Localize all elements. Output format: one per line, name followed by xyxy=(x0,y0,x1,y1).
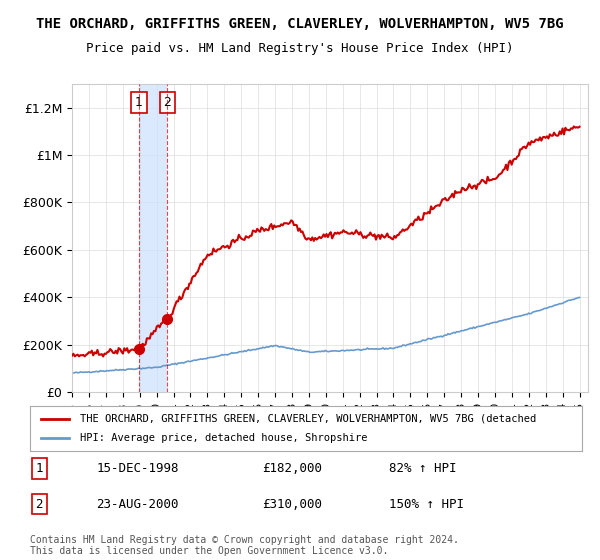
Text: 82% ↑ HPI: 82% ↑ HPI xyxy=(389,462,457,475)
Text: 1: 1 xyxy=(135,96,143,109)
Text: Contains HM Land Registry data © Crown copyright and database right 2024.
This d: Contains HM Land Registry data © Crown c… xyxy=(30,535,459,557)
Text: £182,000: £182,000 xyxy=(262,462,322,475)
Text: £310,000: £310,000 xyxy=(262,497,322,511)
Text: 15-DEC-1998: 15-DEC-1998 xyxy=(96,462,179,475)
Text: 2: 2 xyxy=(35,497,43,511)
Text: Price paid vs. HM Land Registry's House Price Index (HPI): Price paid vs. HM Land Registry's House … xyxy=(86,42,514,55)
Text: 2: 2 xyxy=(163,96,172,109)
Text: 1: 1 xyxy=(35,462,43,475)
Text: THE ORCHARD, GRIFFITHS GREEN, CLAVERLEY, WOLVERHAMPTON, WV5 7BG: THE ORCHARD, GRIFFITHS GREEN, CLAVERLEY,… xyxy=(36,17,564,31)
Bar xyxy=(139,84,167,392)
Text: HPI: Average price, detached house, Shropshire: HPI: Average price, detached house, Shro… xyxy=(80,433,367,444)
Text: 23-AUG-2000: 23-AUG-2000 xyxy=(96,497,179,511)
Text: 150% ↑ HPI: 150% ↑ HPI xyxy=(389,497,464,511)
Text: THE ORCHARD, GRIFFITHS GREEN, CLAVERLEY, WOLVERHAMPTON, WV5 7BG (detached: THE ORCHARD, GRIFFITHS GREEN, CLAVERLEY,… xyxy=(80,413,536,423)
